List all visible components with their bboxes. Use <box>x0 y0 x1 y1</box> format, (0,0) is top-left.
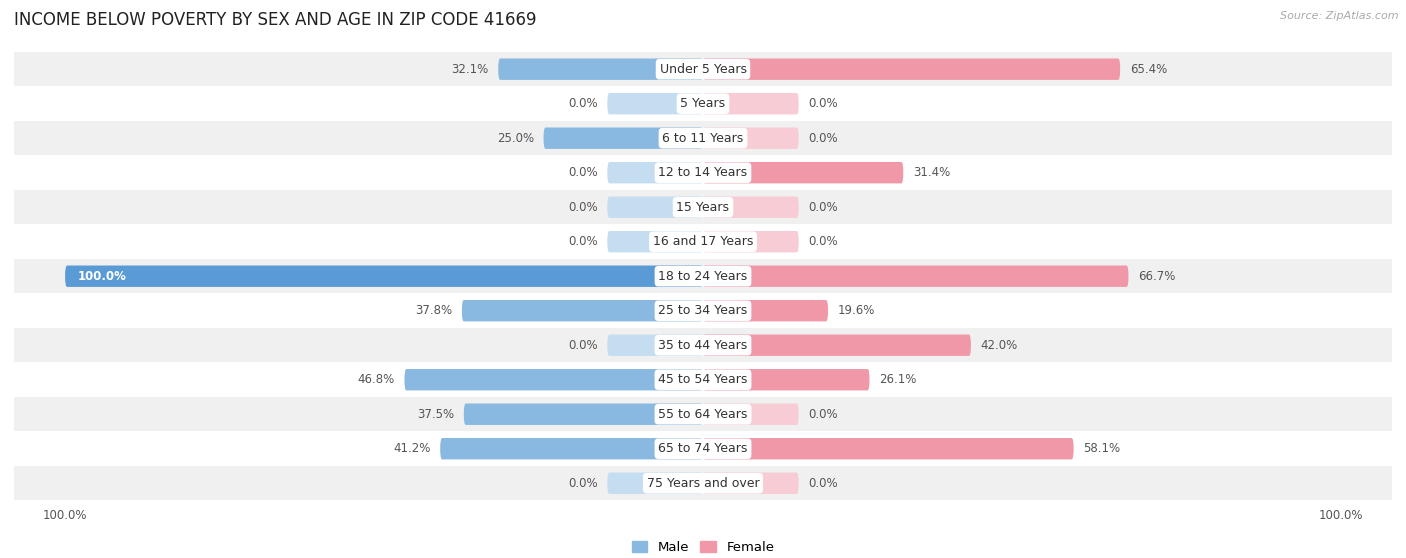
FancyBboxPatch shape <box>405 369 703 391</box>
FancyBboxPatch shape <box>607 473 703 494</box>
FancyBboxPatch shape <box>65 266 703 287</box>
FancyBboxPatch shape <box>703 93 799 114</box>
Text: 65.4%: 65.4% <box>1130 62 1167 76</box>
Bar <box>0 121 1406 156</box>
FancyBboxPatch shape <box>607 162 703 184</box>
Text: 5 Years: 5 Years <box>681 97 725 110</box>
Text: 0.0%: 0.0% <box>568 166 598 179</box>
Text: 0.0%: 0.0% <box>568 235 598 248</box>
Bar <box>0 466 1406 501</box>
Text: 25 to 34 Years: 25 to 34 Years <box>658 304 748 317</box>
Text: 100.0%: 100.0% <box>77 270 127 283</box>
Text: 0.0%: 0.0% <box>808 235 838 248</box>
FancyBboxPatch shape <box>607 334 703 356</box>
Text: 6 to 11 Years: 6 to 11 Years <box>662 132 744 145</box>
Text: 16 and 17 Years: 16 and 17 Years <box>652 235 754 248</box>
FancyBboxPatch shape <box>703 369 869 391</box>
FancyBboxPatch shape <box>703 196 799 218</box>
FancyBboxPatch shape <box>461 300 703 321</box>
FancyBboxPatch shape <box>703 59 1121 80</box>
FancyBboxPatch shape <box>703 403 799 425</box>
Text: 12 to 14 Years: 12 to 14 Years <box>658 166 748 179</box>
Text: 55 to 64 Years: 55 to 64 Years <box>658 408 748 421</box>
FancyBboxPatch shape <box>498 59 703 80</box>
FancyBboxPatch shape <box>703 266 1129 287</box>
Text: 0.0%: 0.0% <box>808 97 838 110</box>
FancyBboxPatch shape <box>703 473 799 494</box>
Text: 46.8%: 46.8% <box>357 373 395 386</box>
Bar <box>0 328 1406 363</box>
Text: 0.0%: 0.0% <box>808 408 838 421</box>
Text: 0.0%: 0.0% <box>808 477 838 490</box>
Text: 0.0%: 0.0% <box>568 97 598 110</box>
Bar <box>0 363 1406 397</box>
Bar <box>0 294 1406 328</box>
Text: 75 Years and over: 75 Years and over <box>647 477 759 490</box>
Bar <box>0 259 1406 294</box>
Text: 58.1%: 58.1% <box>1083 442 1121 455</box>
Bar <box>0 156 1406 190</box>
FancyBboxPatch shape <box>544 128 703 149</box>
Bar <box>0 86 1406 121</box>
Text: 0.0%: 0.0% <box>568 201 598 214</box>
Text: 45 to 54 Years: 45 to 54 Years <box>658 373 748 386</box>
Text: 15 Years: 15 Years <box>676 201 730 214</box>
FancyBboxPatch shape <box>703 438 1074 459</box>
Text: 18 to 24 Years: 18 to 24 Years <box>658 270 748 283</box>
Bar <box>0 190 1406 224</box>
Bar <box>0 397 1406 431</box>
Text: 66.7%: 66.7% <box>1137 270 1175 283</box>
FancyBboxPatch shape <box>440 438 703 459</box>
Text: 32.1%: 32.1% <box>451 62 489 76</box>
FancyBboxPatch shape <box>703 300 828 321</box>
Text: Source: ZipAtlas.com: Source: ZipAtlas.com <box>1281 11 1399 21</box>
Text: INCOME BELOW POVERTY BY SEX AND AGE IN ZIP CODE 41669: INCOME BELOW POVERTY BY SEX AND AGE IN Z… <box>14 11 537 29</box>
FancyBboxPatch shape <box>607 196 703 218</box>
Text: 35 to 44 Years: 35 to 44 Years <box>658 339 748 352</box>
Text: 31.4%: 31.4% <box>912 166 950 179</box>
Bar <box>0 431 1406 466</box>
Text: 0.0%: 0.0% <box>808 132 838 145</box>
Text: Under 5 Years: Under 5 Years <box>659 62 747 76</box>
Text: 0.0%: 0.0% <box>568 477 598 490</box>
FancyBboxPatch shape <box>607 93 703 114</box>
Text: 37.5%: 37.5% <box>418 408 454 421</box>
FancyBboxPatch shape <box>703 162 903 184</box>
FancyBboxPatch shape <box>464 403 703 425</box>
FancyBboxPatch shape <box>703 334 972 356</box>
Text: 25.0%: 25.0% <box>496 132 534 145</box>
FancyBboxPatch shape <box>703 231 799 252</box>
Text: 37.8%: 37.8% <box>415 304 453 317</box>
Bar <box>0 224 1406 259</box>
Text: 65 to 74 Years: 65 to 74 Years <box>658 442 748 455</box>
Bar <box>0 52 1406 86</box>
Text: 42.0%: 42.0% <box>980 339 1018 352</box>
Legend: Male, Female: Male, Female <box>626 535 780 558</box>
FancyBboxPatch shape <box>703 128 799 149</box>
Text: 26.1%: 26.1% <box>879 373 917 386</box>
Text: 41.2%: 41.2% <box>394 442 430 455</box>
FancyBboxPatch shape <box>607 231 703 252</box>
Text: 0.0%: 0.0% <box>808 201 838 214</box>
Text: 0.0%: 0.0% <box>568 339 598 352</box>
Text: 19.6%: 19.6% <box>838 304 875 317</box>
